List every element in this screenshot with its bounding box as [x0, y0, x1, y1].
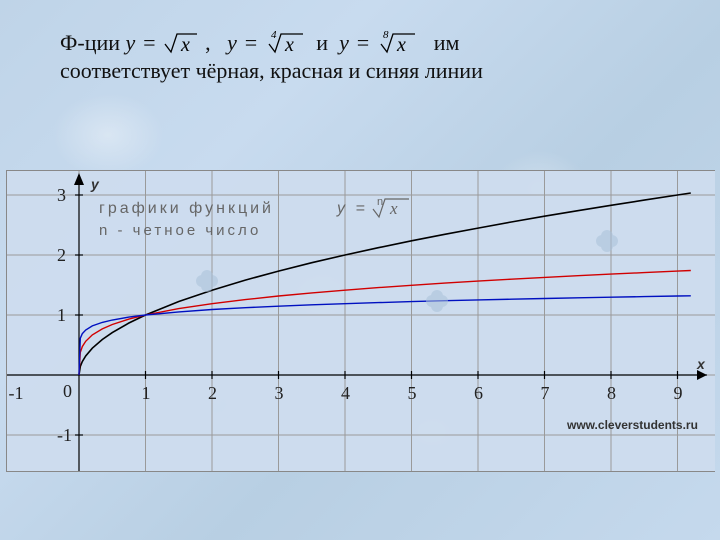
watermark: www.cleverstudents.ru — [566, 418, 698, 432]
svg-text:7: 7 — [541, 383, 550, 403]
title-prefix: Ф-ции — [60, 30, 120, 55]
series-sqrt2 — [79, 193, 691, 375]
title-between: и — [316, 30, 328, 55]
chart: -1 1 2 3 4 5 6 7 8 9 -1 1 2 3 0 y x графики функций y … — [6, 170, 715, 472]
svg-text:x: x — [180, 34, 190, 54]
svg-text:8: 8 — [383, 30, 389, 41]
page-background: Ф-ции y = x , y = 4x и y = 8x им соответ… — [0, 0, 720, 540]
radical-icon: 4x — [265, 30, 305, 54]
svg-text:4: 4 — [271, 30, 277, 41]
svg-text:9: 9 — [674, 383, 683, 403]
svg-text:-1: -1 — [57, 425, 72, 445]
svg-text:x: x — [396, 34, 406, 54]
svg-text:x: x — [389, 199, 398, 218]
svg-text:3: 3 — [275, 383, 284, 403]
svg-text:3: 3 — [57, 185, 66, 205]
svg-text:8: 8 — [607, 383, 616, 403]
chart-title: графики функций — [99, 200, 274, 217]
svg-text:-1: -1 — [9, 383, 24, 403]
svg-text:2: 2 — [57, 245, 66, 265]
series-sqrt8 — [79, 296, 691, 375]
eq2: y = 4x — [227, 30, 311, 55]
series — [79, 193, 691, 375]
svg-text:4: 4 — [341, 383, 350, 403]
radical-icon: 8x — [377, 30, 417, 54]
x-label: x — [696, 356, 706, 372]
chart-subtitle: n - четное число — [99, 222, 261, 239]
title-line-2: соответствует чёрная, красная и синяя ли… — [60, 58, 483, 84]
svg-text:1: 1 — [57, 305, 66, 325]
svg-text:5: 5 — [408, 383, 417, 403]
chart-svg: -1 1 2 3 4 5 6 7 8 9 -1 1 2 3 0 y x графики функций y … — [7, 171, 715, 471]
chart-title-formula: y = n x — [336, 196, 409, 218]
svg-text:x: x — [284, 34, 294, 54]
y-label: y — [90, 176, 100, 192]
eq1: y = x — [126, 30, 206, 55]
title-suffix: им — [434, 30, 460, 55]
svg-text:6: 6 — [474, 383, 483, 403]
svg-text:2: 2 — [208, 383, 217, 403]
eq3: y = 8x — [339, 30, 423, 55]
series-sqrt4 — [79, 271, 691, 376]
title-line-1: Ф-ции y = x , y = 4x и y = 8x им — [60, 30, 459, 56]
svg-text:y =: y = — [336, 200, 368, 217]
radical-icon: x — [163, 32, 199, 54]
svg-text:1: 1 — [142, 383, 151, 403]
svg-text:0: 0 — [63, 381, 72, 401]
